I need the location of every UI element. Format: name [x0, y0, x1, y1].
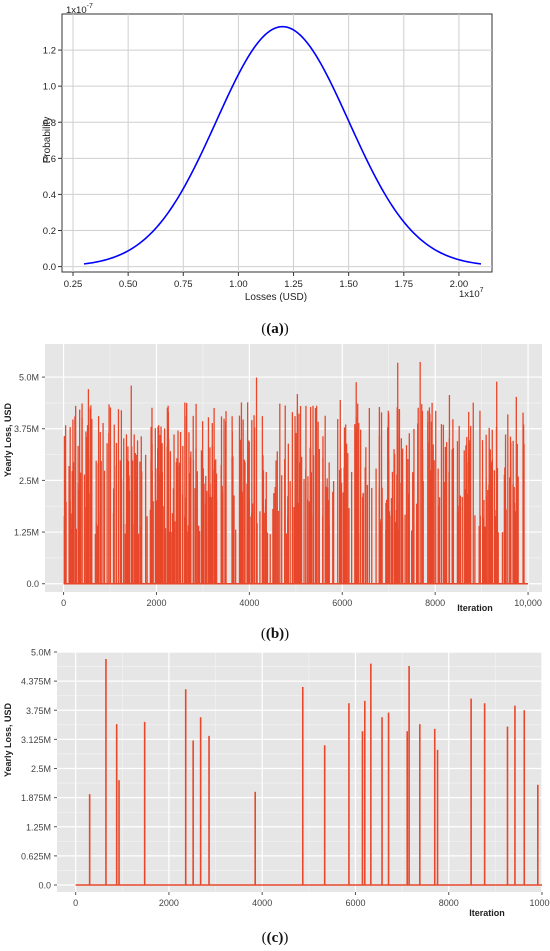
panel-a-x-tick-label: 1.00: [229, 279, 248, 290]
panel-c-y-tick-label: 0.625M: [21, 851, 51, 861]
panel-c-x-tick-label: 4000: [252, 898, 272, 908]
panel-b-x-tick-label: 10,000: [514, 598, 542, 608]
panel-a-y-tick-label: 0.6: [43, 154, 56, 165]
panel-b-x-tick-label: 0: [61, 598, 66, 608]
panel-c-y-tick-label: 3.75M: [26, 706, 51, 716]
panel-a-y-axis-title: Probability: [42, 117, 53, 164]
panel-c-plot-background: [57, 652, 542, 892]
panel-c-y-tick-label: 4.375M: [21, 677, 51, 687]
panel-a-x-tick-label: 1.25: [284, 279, 303, 290]
panel-a-x-multiplier: 1x107: [459, 287, 484, 300]
panel-a-x-tick-label: 2.00: [450, 279, 469, 290]
panel-b-x-tick-label: 2000: [146, 598, 166, 608]
panel-c-y-tick-label: 1.875M: [21, 793, 51, 803]
panel-a-x-tick-label: 0.75: [174, 279, 193, 290]
panel-b-y-tick-label: 0.0: [26, 579, 39, 589]
panel-a-x-tick-label: 0.25: [64, 279, 83, 290]
panel-a-x-tick-label: 1.50: [339, 279, 358, 290]
panel-a-y-tick-label: 0.4: [43, 190, 56, 201]
panel-a-x-axis-title: Losses (USD): [245, 292, 307, 303]
panel-a-x-tick-label: 0.50: [119, 279, 138, 290]
panel-c-y-tick-label: 0.0: [38, 881, 51, 891]
panel-b-x-axis-title: Iteration: [457, 603, 493, 613]
panel-a-y-tick-label: 0.2: [43, 226, 56, 237]
panel-a-chart: 0.25 0.50 0.75 1.00 1.25 1.50 1.75 2.00 0.0 0.2 0.…: [42, 3, 493, 303]
panel-c-y-tick-label: 1.25M: [26, 822, 51, 832]
caption-a: ((a)): [261, 321, 289, 337]
panel-c-x-tick-label: 6000: [345, 898, 365, 908]
panel-a-y-tick-label: 0.8: [43, 118, 56, 129]
panel-b-x-tick-label: 6000: [332, 598, 352, 608]
panel-b-y-tick-label: 2.5M: [19, 476, 39, 486]
panel-b-y-tick-label: 1.25M: [14, 528, 39, 538]
panel-c-y-tick-label: 2.5M: [31, 764, 51, 774]
panel-b-chart: 0 2000 4000 6000 8000 10,000 0.0 1.25M 2.5M 3.75M…: [3, 344, 542, 613]
panel-c-y-tick-label: 5.0M: [31, 648, 51, 658]
panel-b-x-tick-label: 4000: [239, 598, 259, 608]
panel-b-x-tick-label: 8000: [425, 598, 445, 608]
panel-c-x-tick-label: 8000: [439, 898, 459, 908]
caption-b: ((b)): [261, 626, 289, 642]
panel-a-frame: [61, 13, 493, 273]
panel-a-y-tick-label: 1.0: [43, 82, 56, 93]
panel-c-x-axis-title: Iteration: [469, 908, 505, 918]
panel-c-y-axis-title: Yearly Loss, USD: [3, 702, 13, 777]
panel-a-x-tick-label: 1.75: [395, 279, 414, 290]
panel-b-y-axis-title: Yearly Loss, USD: [3, 402, 13, 477]
panel-c-y-tick-label: 3.125M: [21, 735, 51, 745]
panel-c-x-tick-label: 0: [73, 898, 78, 908]
caption-c: ((c)): [262, 930, 289, 946]
panel-a-y-tick-label: 0.0: [43, 262, 56, 273]
panel-a-y-tick-label: 1.2: [43, 46, 56, 57]
panel-a-series-line: [83, 25, 482, 265]
panel-c-x-tick-label: 2000: [159, 898, 179, 908]
panel-b-y-tick-label: 5.0M: [19, 373, 39, 383]
panel-a-y-multiplier: 1x10-7: [66, 3, 93, 16]
panel-b-y-tick-label: 3.75M: [14, 424, 39, 434]
